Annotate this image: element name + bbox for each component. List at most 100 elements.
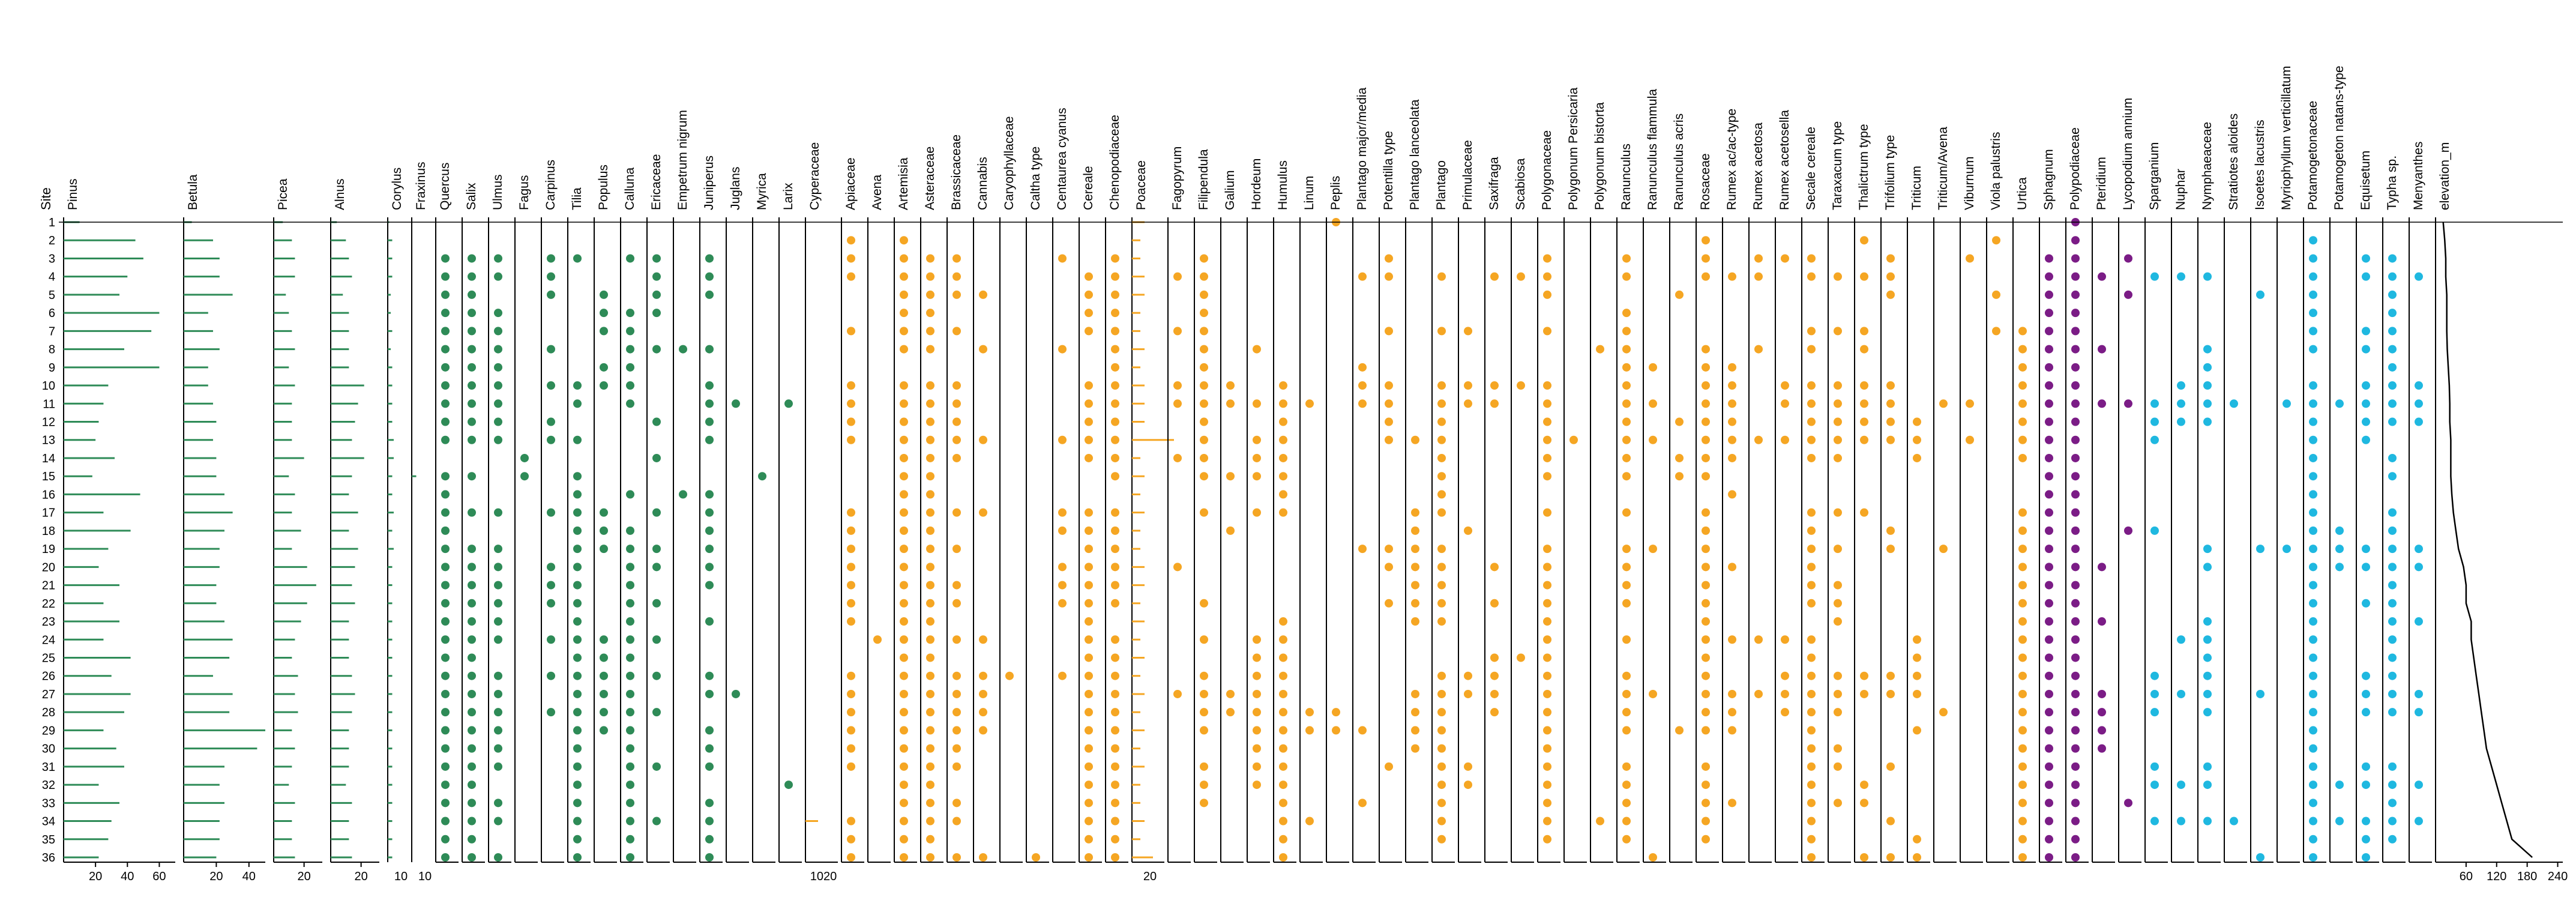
elevation-m-tick-label-240: 240	[2548, 870, 2568, 883]
avena-dot-site-24	[873, 635, 882, 644]
polygonaceae-dot-site-27	[1543, 689, 1551, 698]
juglans-label: Juglans	[729, 167, 742, 210]
filipendula-dot-site-31	[1200, 762, 1208, 771]
rosaceae-label-group: Rosaceae	[1699, 153, 1712, 210]
rumex-ac-ac-type-label-group: Rumex ac/ac-type	[1725, 109, 1739, 210]
ericaceae-dot-site-26	[652, 671, 661, 680]
polypodiaceae-dot-site-27	[2071, 689, 2080, 698]
trifolium-type-dot-site-36	[1886, 853, 1895, 862]
rosaceae-dot-site-35	[1702, 835, 1710, 844]
ranunculus-dot-site-17	[1622, 508, 1631, 517]
populus-dot-site-9	[600, 363, 608, 372]
plantago-dot-site-22	[1437, 599, 1446, 608]
sphagnum-dot-site-23	[2045, 617, 2053, 626]
secale-cereale-dot-site-34	[1807, 817, 1816, 826]
rosaceae-dot-site-17	[1702, 508, 1710, 517]
saxifraga-dot-site-22	[1490, 599, 1499, 608]
galium-dot-site-11	[1226, 399, 1235, 408]
cannabis-label: Cannabis	[976, 157, 990, 210]
brassicaceae-dot-site-24	[952, 635, 961, 644]
plantago-major-media-dot-site-33	[1358, 799, 1367, 808]
chenopodiaceae-dot-site-26	[1111, 671, 1119, 680]
taraxacum-type-label: Taraxacum type	[1831, 121, 1844, 210]
tilia-dot-site-24	[573, 635, 582, 644]
ranunculus-dot-site-11	[1622, 399, 1631, 408]
rumex-ac-ac-type-dot-site-27	[1728, 689, 1736, 698]
larix-dot-site-32	[784, 781, 793, 790]
ranunculus-acris-dot-site-29	[1675, 726, 1684, 735]
typha-sp-dot-site-23	[2388, 617, 2397, 626]
cereale-dot-site-5	[1085, 290, 1093, 299]
artemisia-dot-site-16	[900, 490, 908, 499]
artemisia-label: Artemisia	[897, 157, 910, 210]
brassicaceae-label-group: Brassicaceae	[949, 134, 963, 210]
secale-cereale-label-group: Secale cereale	[1804, 127, 1818, 210]
ericaceae-dot-site-28	[652, 708, 661, 717]
populus-dot-site-7	[600, 327, 608, 336]
asteraceae-dot-site-34	[926, 817, 934, 826]
ranunculus-dot-site-28	[1622, 708, 1631, 717]
apiaceae-dot-site-12	[847, 417, 855, 426]
tilia-dot-site-29	[573, 726, 582, 735]
ericaceae-dot-site-22	[652, 599, 661, 608]
ericaceae-label: Ericaceae	[649, 154, 663, 210]
secale-cereale-dot-site-33	[1807, 799, 1816, 808]
nuphar-dot-site-27	[2177, 689, 2185, 698]
taraxacum-type-dot-site-19	[1834, 545, 1842, 554]
populus-dot-site-5	[600, 290, 608, 299]
taraxacum-type-dot-site-21	[1834, 581, 1842, 590]
chenopodiaceae-dot-site-33	[1111, 799, 1119, 808]
viola-palustris-dot-site-2	[1992, 236, 2000, 245]
chenopodiaceae-dot-site-27	[1111, 689, 1119, 698]
ranunculus-dot-site-4	[1622, 272, 1631, 281]
asteraceae-dot-site-31	[926, 762, 934, 771]
menyanthes-dot-site-19	[2415, 545, 2423, 554]
saxifraga-dot-site-27	[1490, 689, 1499, 698]
ranunculus-dot-site-8	[1622, 345, 1631, 354]
juniperus-dot-site-11	[705, 399, 714, 408]
chenopodiaceae-dot-site-34	[1111, 817, 1119, 826]
urtica-dot-site-19	[2018, 545, 2027, 554]
sparganium-dot-site-13	[2150, 435, 2159, 444]
rumex-ac-ac-type-dot-site-11	[1728, 399, 1736, 408]
site-label-11: 11	[43, 397, 55, 411]
nymphaeaceae-dot-site-24	[2203, 635, 2212, 644]
sphagnum-dot-site-34	[2045, 817, 2053, 826]
potentilla-type-label: Potentilla type	[1382, 131, 1395, 210]
potamogeton-natans-type-dot-site-18	[2335, 526, 2344, 535]
plantago-major-media-dot-site-4	[1358, 272, 1367, 281]
triticum-avena-dot-site-19	[1939, 545, 1948, 554]
rosaceae-dot-site-24	[1702, 635, 1710, 644]
ranunculus-acris-dot-site-5	[1675, 290, 1684, 299]
quercus-dot-site-27	[441, 689, 450, 698]
alnus-label-group: Alnus	[333, 178, 347, 210]
caltha-type-label: Caltha type	[1029, 146, 1043, 210]
asteraceae-dot-site-27	[926, 689, 934, 698]
brassicaceae-dot-site-29	[952, 726, 961, 735]
taraxacum-type-dot-site-28	[1834, 708, 1842, 717]
brassicaceae-dot-site-19	[952, 545, 961, 554]
chenopodiaceae-dot-site-28	[1111, 708, 1119, 717]
carpinus-dot-site-12	[547, 417, 555, 426]
equisetum-dot-site-20	[2362, 563, 2370, 572]
hordeum-dot-site-25	[1253, 653, 1261, 662]
calluna-dot-site-16	[626, 490, 634, 499]
apiaceae-dot-site-26	[847, 671, 855, 680]
polygonum-bistorta-label-group: Polygonum bistorta	[1593, 102, 1607, 210]
tilia-dot-site-17	[573, 508, 582, 517]
potentilla-type-dot-site-10	[1385, 381, 1393, 390]
secale-cereale-dot-site-19	[1807, 545, 1816, 554]
primulaceae-label: Primulaceae	[1461, 140, 1475, 210]
typha-sp-dot-site-7	[2388, 327, 2397, 336]
artemisia-dot-site-28	[900, 708, 908, 717]
tilia-dot-site-36	[573, 853, 582, 862]
site-label-4: 4	[49, 271, 55, 284]
sphagnum-dot-site-11	[2045, 399, 2053, 408]
sphagnum-dot-site-12	[2045, 417, 2053, 426]
humulus-dot-site-13	[1279, 435, 1287, 444]
calluna-dot-site-32	[626, 781, 634, 790]
apiaceae-dot-site-13	[847, 435, 855, 444]
ranunculus-acris-label: Ranunculus acris	[1672, 113, 1686, 210]
tilia-dot-site-10	[573, 381, 582, 390]
typha-sp-dot-site-20	[2388, 563, 2397, 572]
